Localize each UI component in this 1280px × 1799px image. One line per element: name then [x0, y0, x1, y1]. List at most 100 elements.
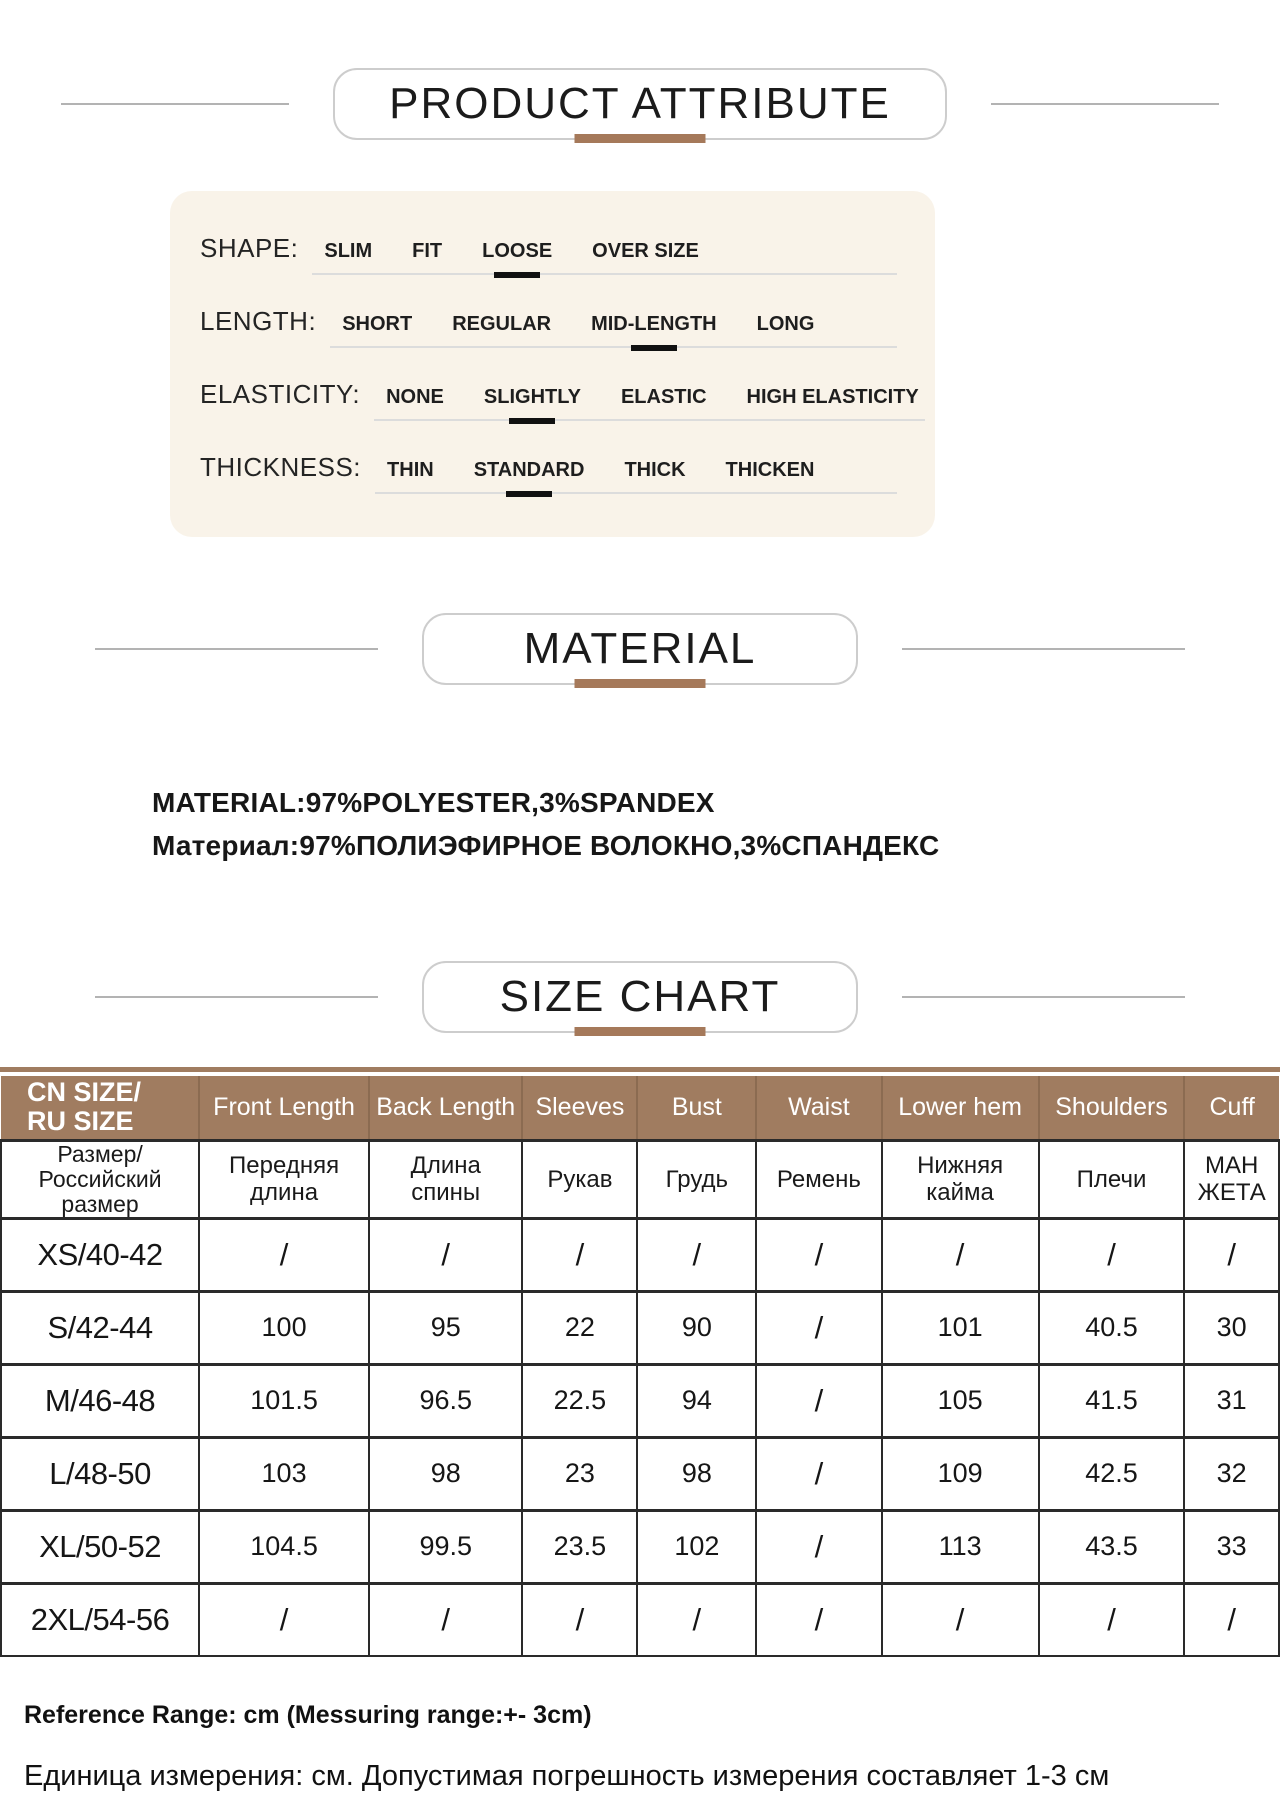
- measurement-cell: 109: [880, 1435, 1040, 1511]
- material-text-en: MATERIAL:97%POLYESTER,3%SPANDEX: [152, 787, 715, 818]
- attribute-panel: SHAPE: SLIM FIT LOOSE OVER SIZE LENGTH: SHORT R…: [170, 191, 935, 537]
- measurement-cell: /: [368, 1581, 524, 1657]
- size-table-header-en-1: Front Length: [198, 1076, 371, 1141]
- measurement-cell: 22: [521, 1289, 639, 1365]
- measurement-cell: /: [1183, 1216, 1280, 1292]
- option-length-long: LONG: [756, 313, 815, 335]
- size-table-header-ru-1: Передняя длина: [198, 1138, 371, 1219]
- attribute-label-shape: SHAPE:: [200, 233, 299, 263]
- option-length-short: SHORT: [342, 313, 413, 335]
- size-chart-title-box: SIZE CHART: [422, 961, 858, 1036]
- option-elasticity-high-elasticity: HIGH ELASTICITY: [746, 386, 919, 408]
- size-table-header-en-4: Bust: [636, 1076, 758, 1141]
- measurement-cell: 105: [880, 1362, 1040, 1438]
- measurement-cell: /: [880, 1216, 1040, 1292]
- attribute-row-length: LENGTH: SHORT REGULAR MID-LENGTH LONG: [200, 306, 897, 348]
- measurement-cell: /: [755, 1362, 883, 1438]
- measurement-cell: 95: [368, 1289, 524, 1365]
- size-table-header-en-5: Waist: [755, 1076, 883, 1141]
- attribute-row-thickness: THICKNESS: THIN STANDARD THICK THICKEN: [200, 452, 897, 494]
- attribute-options-thickness: THIN STANDARD THICK THICKEN: [375, 459, 897, 494]
- option-thickness-thick: THICK: [624, 459, 686, 481]
- size-table-header-row-ru: Размер/ Российский размер Передняя длина Д…: [0, 1138, 1280, 1219]
- size-table-header-en-3: Sleeves: [521, 1076, 639, 1141]
- size-label-cell: 2XL/54-56: [0, 1581, 201, 1657]
- size-table-header-ru-4: Грудь: [636, 1138, 758, 1219]
- measurement-cell: 23.5: [521, 1508, 639, 1584]
- size-table-header-ru-7: Плечи: [1037, 1138, 1186, 1219]
- measurement-cell: 104.5: [198, 1508, 371, 1584]
- measurement-cell: /: [755, 1581, 883, 1657]
- measurement-cell: /: [636, 1581, 758, 1657]
- material-info: MATERIAL:97%POLYESTER,3%SPANDEX Материал…: [152, 781, 1280, 867]
- measurement-cell: /: [755, 1508, 883, 1584]
- measurement-cell: 41.5: [1037, 1362, 1186, 1438]
- decor-line-right: [990, 103, 1219, 105]
- size-label-cell: L/48-50: [0, 1435, 201, 1511]
- measurement-cell: /: [521, 1216, 639, 1292]
- option-shape-loose: LOOSE: [482, 240, 553, 262]
- measurement-cell: 31: [1183, 1362, 1280, 1438]
- accent-underline-bar: [574, 679, 706, 688]
- measurement-cell: 98: [368, 1435, 524, 1511]
- measurement-cell: 90: [636, 1289, 758, 1365]
- size-table-header-en-2: Back Length: [368, 1076, 524, 1141]
- attribute-row-shape: SHAPE: SLIM FIT LOOSE OVER SIZE: [200, 233, 897, 275]
- section-title-size-chart: SIZE CHART: [0, 961, 1280, 1036]
- size-row-s-42-44: S/42-44 100 95 22 90/101 40.5 30: [0, 1289, 1280, 1365]
- measurement-cell: /: [1183, 1581, 1280, 1657]
- measurement-cell: 40.5: [1037, 1289, 1186, 1365]
- option-length-regular: REGULAR: [452, 313, 552, 335]
- option-thickness-standard: STANDARD: [473, 459, 585, 481]
- measurement-cell: 43.5: [1037, 1508, 1186, 1584]
- measurement-cell: 113: [880, 1508, 1040, 1584]
- measurement-cell: 99.5: [368, 1508, 524, 1584]
- attribute-options-elasticity: NONE SLIGHTLY ELASTIC HIGH ELASTICITY: [374, 386, 925, 421]
- size-row-xs-40-42: XS/40-42// / / / / / /: [0, 1216, 1280, 1292]
- decor-line-left: [95, 996, 378, 998]
- size-table-header-ru-3: Рукав: [521, 1138, 639, 1219]
- material-title-text: MATERIAL: [523, 624, 757, 673]
- material-title-box: MATERIAL: [422, 613, 858, 688]
- size-label-cell: M/46-48: [0, 1362, 201, 1438]
- measurement-cell: /: [755, 1435, 883, 1511]
- size-table-header-ru-2: Длина спины: [368, 1138, 524, 1219]
- product-attribute-title-box: PRODUCT ATTRIBUTE: [333, 68, 947, 143]
- product-attribute-title-text: PRODUCT ATTRIBUTE: [389, 79, 891, 128]
- measurement-notes: Reference Range: cm (Messuring range:+- …: [24, 1701, 1280, 1793]
- size-table-header-en-0: CN SIZE/ RU SIZE: [1, 1076, 201, 1141]
- measurement-cell: 94: [636, 1362, 758, 1438]
- measurement-cell: /: [755, 1289, 883, 1365]
- measurement-cell: /: [755, 1216, 883, 1292]
- option-thickness-thin: THIN: [387, 459, 434, 481]
- attribute-options-shape: SLIM FIT LOOSE OVER SIZE: [312, 240, 897, 275]
- measurement-cell: /: [521, 1581, 639, 1657]
- attribute-options-length: SHORT REGULAR MID-LENGTH LONG: [330, 313, 897, 348]
- size-row-m-46-48: M/46-48 101.5 96.5 22.5 94/105 41.5 31: [0, 1362, 1280, 1438]
- size-row-l-48-50: L/48-50 103 98 23 98/109 42.5 32: [0, 1435, 1280, 1511]
- size-table-header-row-en: CN SIZE/ RU SIZE Front Length Back Length S…: [1, 1076, 1279, 1141]
- measurement-cell: /: [198, 1216, 371, 1292]
- material-text-ru: Материал:97%ПОЛИЭФИРНОЕ ВОЛОКНО,3%СПАНДЕ…: [152, 830, 940, 861]
- size-table-header-ru-0: Размер/ Российский размер: [0, 1138, 201, 1219]
- table-top-strip: [0, 1067, 1280, 1072]
- size-table-header-en-8: Cuff: [1183, 1076, 1279, 1141]
- reference-range-note-ru: Единица измерения: см. Допустимая погреш…: [24, 1760, 1110, 1792]
- option-length-mid-length: MID-LENGTH: [591, 313, 717, 335]
- measurement-cell: 103: [198, 1435, 371, 1511]
- option-elasticity-slightly: SLIGHTLY: [483, 386, 581, 408]
- size-chart-title-text: SIZE CHART: [499, 972, 781, 1021]
- attribute-label-thickness: THICKNESS:: [200, 452, 362, 482]
- decor-line-right: [902, 648, 1185, 650]
- measurement-cell: /: [1037, 1581, 1186, 1657]
- measurement-cell: 23: [521, 1435, 639, 1511]
- size-table-header-ru-8: МАН ЖЕТА: [1183, 1138, 1280, 1219]
- measurement-cell: 32: [1183, 1435, 1280, 1511]
- size-table-header-en-6: Lower hem: [880, 1076, 1040, 1141]
- size-table-header-en-7: Shoulders: [1037, 1076, 1186, 1141]
- measurement-cell: 42.5: [1037, 1435, 1186, 1511]
- accent-underline-bar: [574, 134, 706, 143]
- option-shape-fit: FIT: [412, 240, 443, 262]
- measurement-cell: 101: [880, 1289, 1040, 1365]
